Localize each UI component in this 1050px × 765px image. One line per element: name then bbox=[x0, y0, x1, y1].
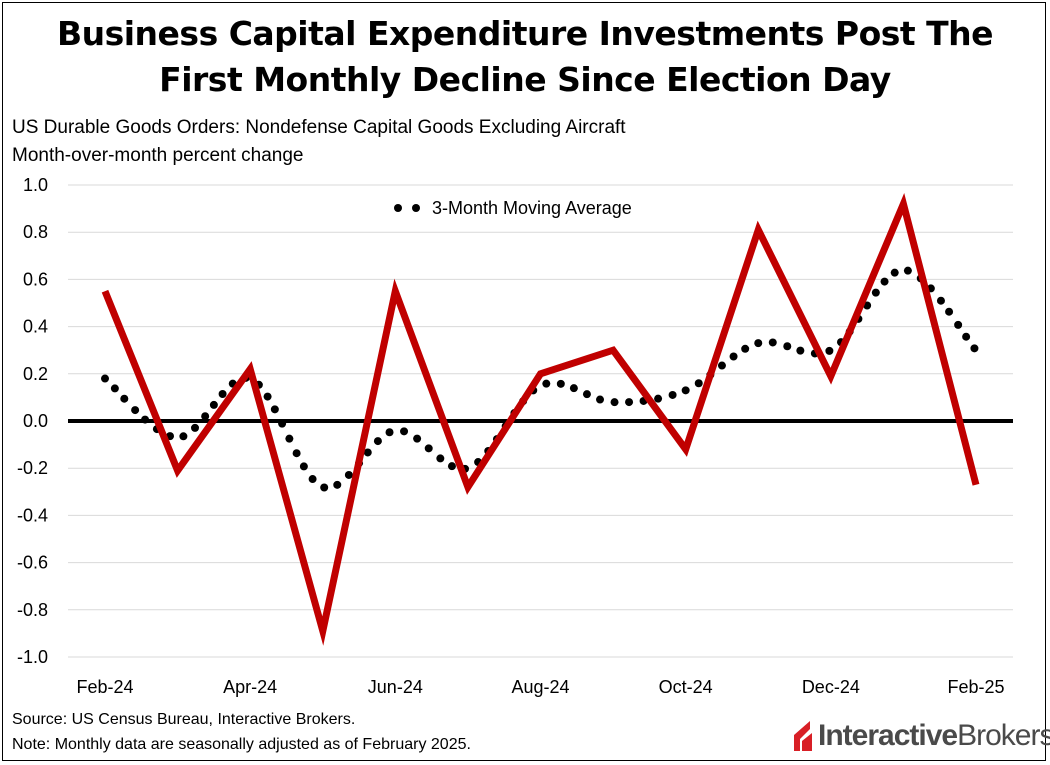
moving-average-dot bbox=[729, 352, 738, 361]
moving-average-dot bbox=[825, 346, 834, 355]
moving-average-dot bbox=[654, 394, 663, 403]
y-tick-label: -0.2 bbox=[17, 458, 48, 478]
moving-average-dot bbox=[141, 415, 150, 424]
moving-average-dot bbox=[954, 320, 963, 329]
y-tick-label: 0.2 bbox=[23, 364, 48, 384]
brand-name-part-1: Interactive bbox=[818, 719, 958, 752]
moving-average-dot bbox=[783, 342, 792, 351]
x-tick-label: Apr-24 bbox=[223, 677, 277, 697]
moving-average-dot bbox=[556, 379, 565, 388]
y-tick-label: 1.0 bbox=[23, 175, 48, 195]
line-chart: 1.0 0.8 0.6 0.4 0.2 0.0 -0.2 -0.4 -0.6 -0.8 -1.0 F… bbox=[17, 175, 1013, 697]
moving-average-dot bbox=[363, 448, 372, 457]
y-tick-label: 0.4 bbox=[23, 317, 48, 337]
moving-average-dot bbox=[903, 266, 912, 275]
moving-average-dot bbox=[270, 405, 279, 414]
moving-average-dot bbox=[101, 374, 109, 383]
moving-average-dot bbox=[413, 434, 422, 443]
moving-average-dot bbox=[936, 296, 945, 305]
moving-average-dot bbox=[263, 392, 272, 401]
moving-average-dot bbox=[582, 390, 591, 399]
y-tick-label: -0.4 bbox=[17, 505, 48, 525]
moving-average-dot bbox=[962, 332, 971, 341]
moving-average-dot bbox=[625, 398, 634, 407]
moving-average-dot bbox=[542, 379, 551, 388]
y-axis-tick-labels: 1.0 0.8 0.6 0.4 0.2 0.0 -0.2 -0.4 -0.6 -0.8 -1.0 bbox=[17, 175, 48, 667]
brand-logo: Interactive Brokers bbox=[790, 716, 1050, 756]
moving-average-dot bbox=[681, 386, 690, 395]
moving-average-dot bbox=[344, 470, 353, 479]
legend-label-moving-average: 3-Month Moving Average bbox=[432, 198, 632, 218]
moving-average-dot bbox=[191, 423, 200, 432]
moving-average-dot bbox=[890, 268, 899, 277]
y-tick-label: 0.8 bbox=[23, 222, 48, 242]
moving-average-dot bbox=[596, 395, 605, 404]
moving-average-dot bbox=[209, 400, 218, 409]
moving-average-dot bbox=[768, 338, 777, 347]
moving-average-dot bbox=[278, 419, 287, 428]
moving-average-dot bbox=[179, 432, 188, 441]
moving-average-dot bbox=[131, 406, 140, 415]
moving-average-dot bbox=[970, 344, 979, 353]
moving-average-dot bbox=[694, 379, 703, 388]
moving-average-dot bbox=[400, 427, 409, 436]
moving-average-dot bbox=[447, 462, 456, 471]
x-tick-label: Oct-24 bbox=[659, 677, 713, 697]
moving-average-dot bbox=[320, 483, 329, 492]
moving-average-dot bbox=[218, 389, 227, 398]
moving-average-dot bbox=[373, 437, 382, 446]
chart-title-line-2: First Monthly Decline Since Election Day bbox=[159, 60, 891, 99]
chart-subtitle-units: Month-over-month percent change bbox=[12, 145, 304, 166]
methodology-note: Note: Monthly data are seasonally adjust… bbox=[12, 736, 471, 753]
moving-average-dot bbox=[120, 394, 129, 403]
capital-goods-orders-line bbox=[101, 192, 980, 646]
moving-average-dot bbox=[436, 454, 445, 463]
x-tick-label: Aug-24 bbox=[511, 677, 569, 697]
moving-average-dot bbox=[333, 480, 342, 489]
series-lines bbox=[68, 192, 1013, 646]
moving-average-dot bbox=[945, 307, 954, 316]
moving-average-dot bbox=[308, 475, 317, 484]
y-tick-label: 0.0 bbox=[23, 411, 48, 431]
moving-average-dot bbox=[741, 344, 750, 353]
moving-average-dot bbox=[292, 449, 301, 458]
chart-subtitle-series: US Durable Goods Orders: Nondefense Capi… bbox=[12, 117, 626, 138]
y-tick-label: -0.8 bbox=[17, 600, 48, 620]
moving-average-dot bbox=[201, 412, 210, 421]
moving-average-dot bbox=[299, 462, 308, 471]
legend: 3-Month Moving Average bbox=[394, 198, 632, 218]
source-note: Source: US Census Bureau, Interactive Br… bbox=[12, 711, 356, 728]
x-tick-label: Feb-25 bbox=[947, 677, 1004, 697]
moving-average-dot bbox=[569, 384, 578, 393]
moving-average-dot bbox=[880, 277, 889, 286]
x-tick-label: Dec-24 bbox=[802, 677, 860, 697]
moving-average-dot bbox=[424, 444, 433, 453]
y-tick-label: 0.6 bbox=[23, 269, 48, 289]
moving-average-dot bbox=[796, 346, 805, 355]
x-tick-label: Feb-24 bbox=[76, 677, 133, 697]
x-tick-label: Jun-24 bbox=[368, 677, 423, 697]
moving-average-dot bbox=[754, 339, 763, 348]
brand-name-part-2: Brokers bbox=[957, 719, 1050, 752]
moving-average-dot bbox=[385, 428, 394, 437]
interactive-brokers-logo-icon bbox=[794, 721, 812, 751]
y-tick-label: -0.6 bbox=[17, 553, 48, 573]
moving-average-dot bbox=[610, 398, 619, 407]
legend-dot bbox=[412, 204, 420, 212]
moving-average-dot bbox=[110, 384, 119, 393]
x-axis-tick-labels: Feb-24 Apr-24 Jun-24 Aug-24 Oct-24 Dec-24 Feb-… bbox=[76, 677, 1004, 697]
y-tick-label: -1.0 bbox=[17, 647, 48, 667]
moving-average-dot bbox=[668, 390, 677, 399]
moving-average-dot bbox=[285, 434, 294, 443]
chart-title-line-1: Business Capital Expenditure Investments… bbox=[56, 14, 994, 53]
moving-average-dot bbox=[871, 288, 880, 297]
moving-average-dot bbox=[717, 361, 726, 370]
legend-dot bbox=[394, 204, 402, 212]
